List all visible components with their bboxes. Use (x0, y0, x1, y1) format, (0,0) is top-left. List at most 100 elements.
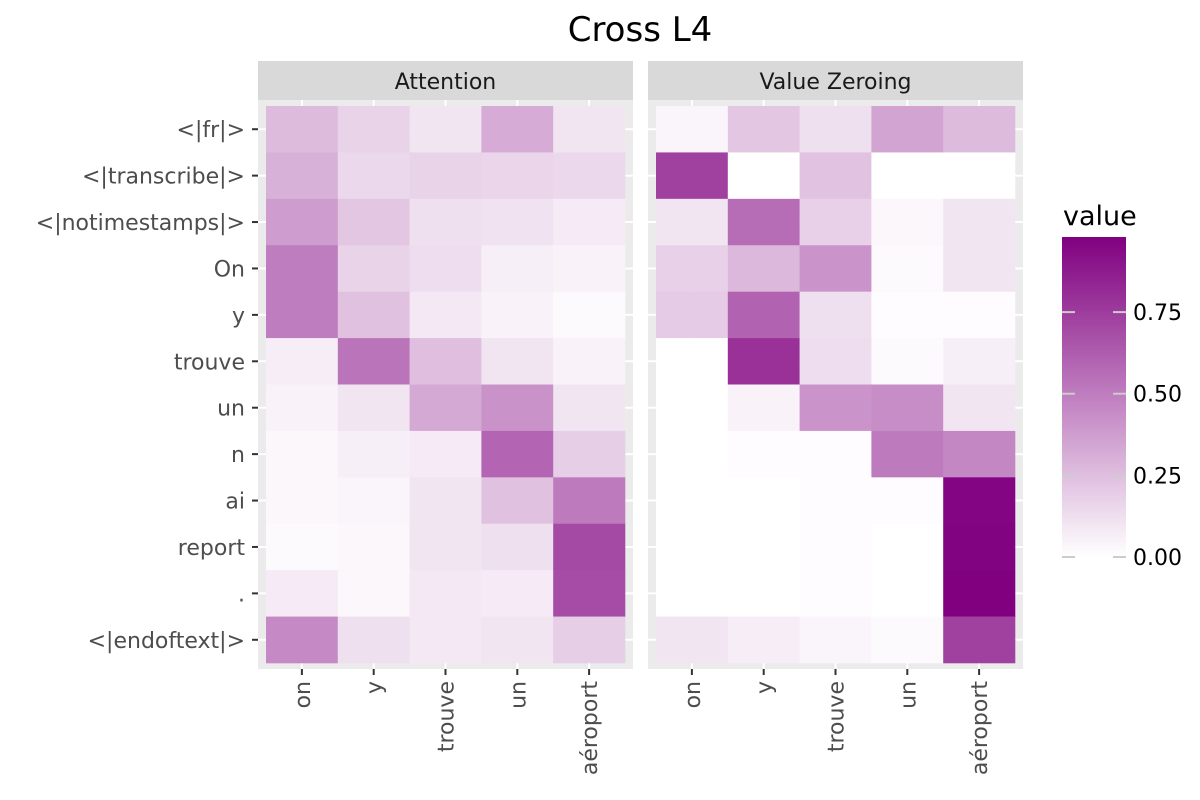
heatmap-cell (553, 616, 626, 664)
heatmap-cell (266, 430, 339, 478)
heatmap-cell (871, 152, 944, 200)
heatmap-cell (799, 430, 872, 478)
heatmap-cell (943, 198, 1016, 246)
heatmap-cell (337, 523, 410, 571)
heatmap-cell (871, 616, 944, 664)
heatmap-cell (943, 338, 1016, 385)
y-tick-label: <|notimestamps|> (36, 211, 245, 236)
legend-tick-label: 0.75 (1133, 301, 1182, 326)
heatmap-cell (943, 477, 1016, 525)
heatmap-cell (337, 106, 410, 153)
heatmap-cell (656, 384, 729, 432)
heatmap-cell (656, 523, 729, 571)
heatmap-cell (656, 198, 729, 246)
heatmap-cell (799, 198, 872, 246)
heatmap-cell (727, 198, 800, 246)
heatmap-cell (727, 570, 800, 617)
heatmap-cell (656, 106, 729, 153)
heatmap-cell (337, 291, 410, 339)
heatmap-cell (481, 291, 554, 339)
x-tick-label: on (291, 681, 316, 708)
heatmap-cell (799, 477, 872, 525)
heatmap-cell (266, 152, 339, 200)
heatmap-cell (656, 430, 729, 478)
heatmap-cell (266, 616, 339, 664)
heatmap-cell (943, 106, 1016, 153)
heatmap-cell (656, 291, 729, 339)
x-tick-label: un (896, 681, 921, 709)
color-legend: value 0.00 0.25 0.50 0.75 (1062, 201, 1182, 571)
heatmap-cell (553, 477, 626, 525)
heatmap-cell (266, 570, 339, 617)
heatmap-cell (266, 523, 339, 571)
heatmap-cell (481, 106, 554, 153)
heatmap-cell (553, 291, 626, 339)
heatmap-cell (871, 430, 944, 478)
heatmap-cell (409, 430, 482, 478)
y-tick-label: On (214, 257, 245, 282)
heatmap-cell (266, 198, 339, 246)
heatmap-cell (871, 570, 944, 617)
heatmap-cell (337, 477, 410, 525)
legend-tick-label: 0.25 (1133, 464, 1182, 489)
chart-title: Cross L4 (568, 10, 713, 50)
x-tick-label: on (681, 681, 706, 708)
heatmap-cell (727, 430, 800, 478)
heatmap-cell (337, 245, 410, 292)
heatmap-cell (799, 616, 872, 664)
heatmap-cell (266, 291, 339, 339)
heatmap-cell (656, 338, 729, 385)
heatmap-cell (266, 477, 339, 525)
heatmap-cell (943, 245, 1016, 292)
heatmap-cell (553, 152, 626, 200)
heatmap-cell (656, 616, 729, 664)
legend-title: value (1063, 201, 1137, 232)
heatmap-cell (481, 616, 554, 664)
x-tick-label: y (753, 681, 778, 694)
heatmap-cell (553, 198, 626, 246)
heatmap-cell (481, 152, 554, 200)
heatmap-cell (481, 523, 554, 571)
heatmap-cell (481, 570, 554, 617)
facet-panel: Value Zeroing on y trouve un aéroport (648, 61, 1023, 775)
heatmap-cell (553, 245, 626, 292)
heatmap-cell (943, 570, 1016, 617)
legend-tick-label: 0.00 (1133, 546, 1182, 571)
heatmap-cell (409, 523, 482, 571)
heatmap-cell (481, 198, 554, 246)
heatmap-cell (799, 291, 872, 339)
heatmap-cell (656, 477, 729, 525)
x-tick-label: aéroport (578, 681, 603, 776)
y-tick-label: <|transcribe|> (82, 165, 245, 190)
heatmap-cell (727, 616, 800, 664)
heatmap-cell (337, 384, 410, 432)
heatmap-cell (409, 338, 482, 385)
heatmap-cell (337, 430, 410, 478)
heatmap-cell (409, 291, 482, 339)
heatmap-cell (727, 152, 800, 200)
heatmap-cell (871, 338, 944, 385)
heatmap-cell (799, 338, 872, 385)
heatmap-cell (481, 430, 554, 478)
heatmap-cell (266, 338, 339, 385)
heatmap-cell (727, 338, 800, 385)
x-tick-label: trouve (435, 681, 460, 752)
heatmap-cell (871, 291, 944, 339)
heatmap-cell (337, 616, 410, 664)
heatmap-cell (553, 106, 626, 153)
heatmap-cell (943, 430, 1016, 478)
heatmap-cell (481, 338, 554, 385)
heatmap-cell (871, 245, 944, 292)
facet-strip-label: Attention (395, 70, 497, 95)
heatmap-cell (871, 198, 944, 246)
x-tick-label: y (363, 681, 388, 694)
heatmap-cell (799, 245, 872, 292)
heatmap-cell (799, 384, 872, 432)
heatmap-cell (799, 523, 872, 571)
y-tick-label: n (231, 443, 245, 468)
heatmap-cell (871, 477, 944, 525)
x-tick-label: aéroport (968, 681, 993, 776)
heatmap-cell (871, 106, 944, 153)
y-tick-label: <|endoftext|> (88, 629, 245, 654)
